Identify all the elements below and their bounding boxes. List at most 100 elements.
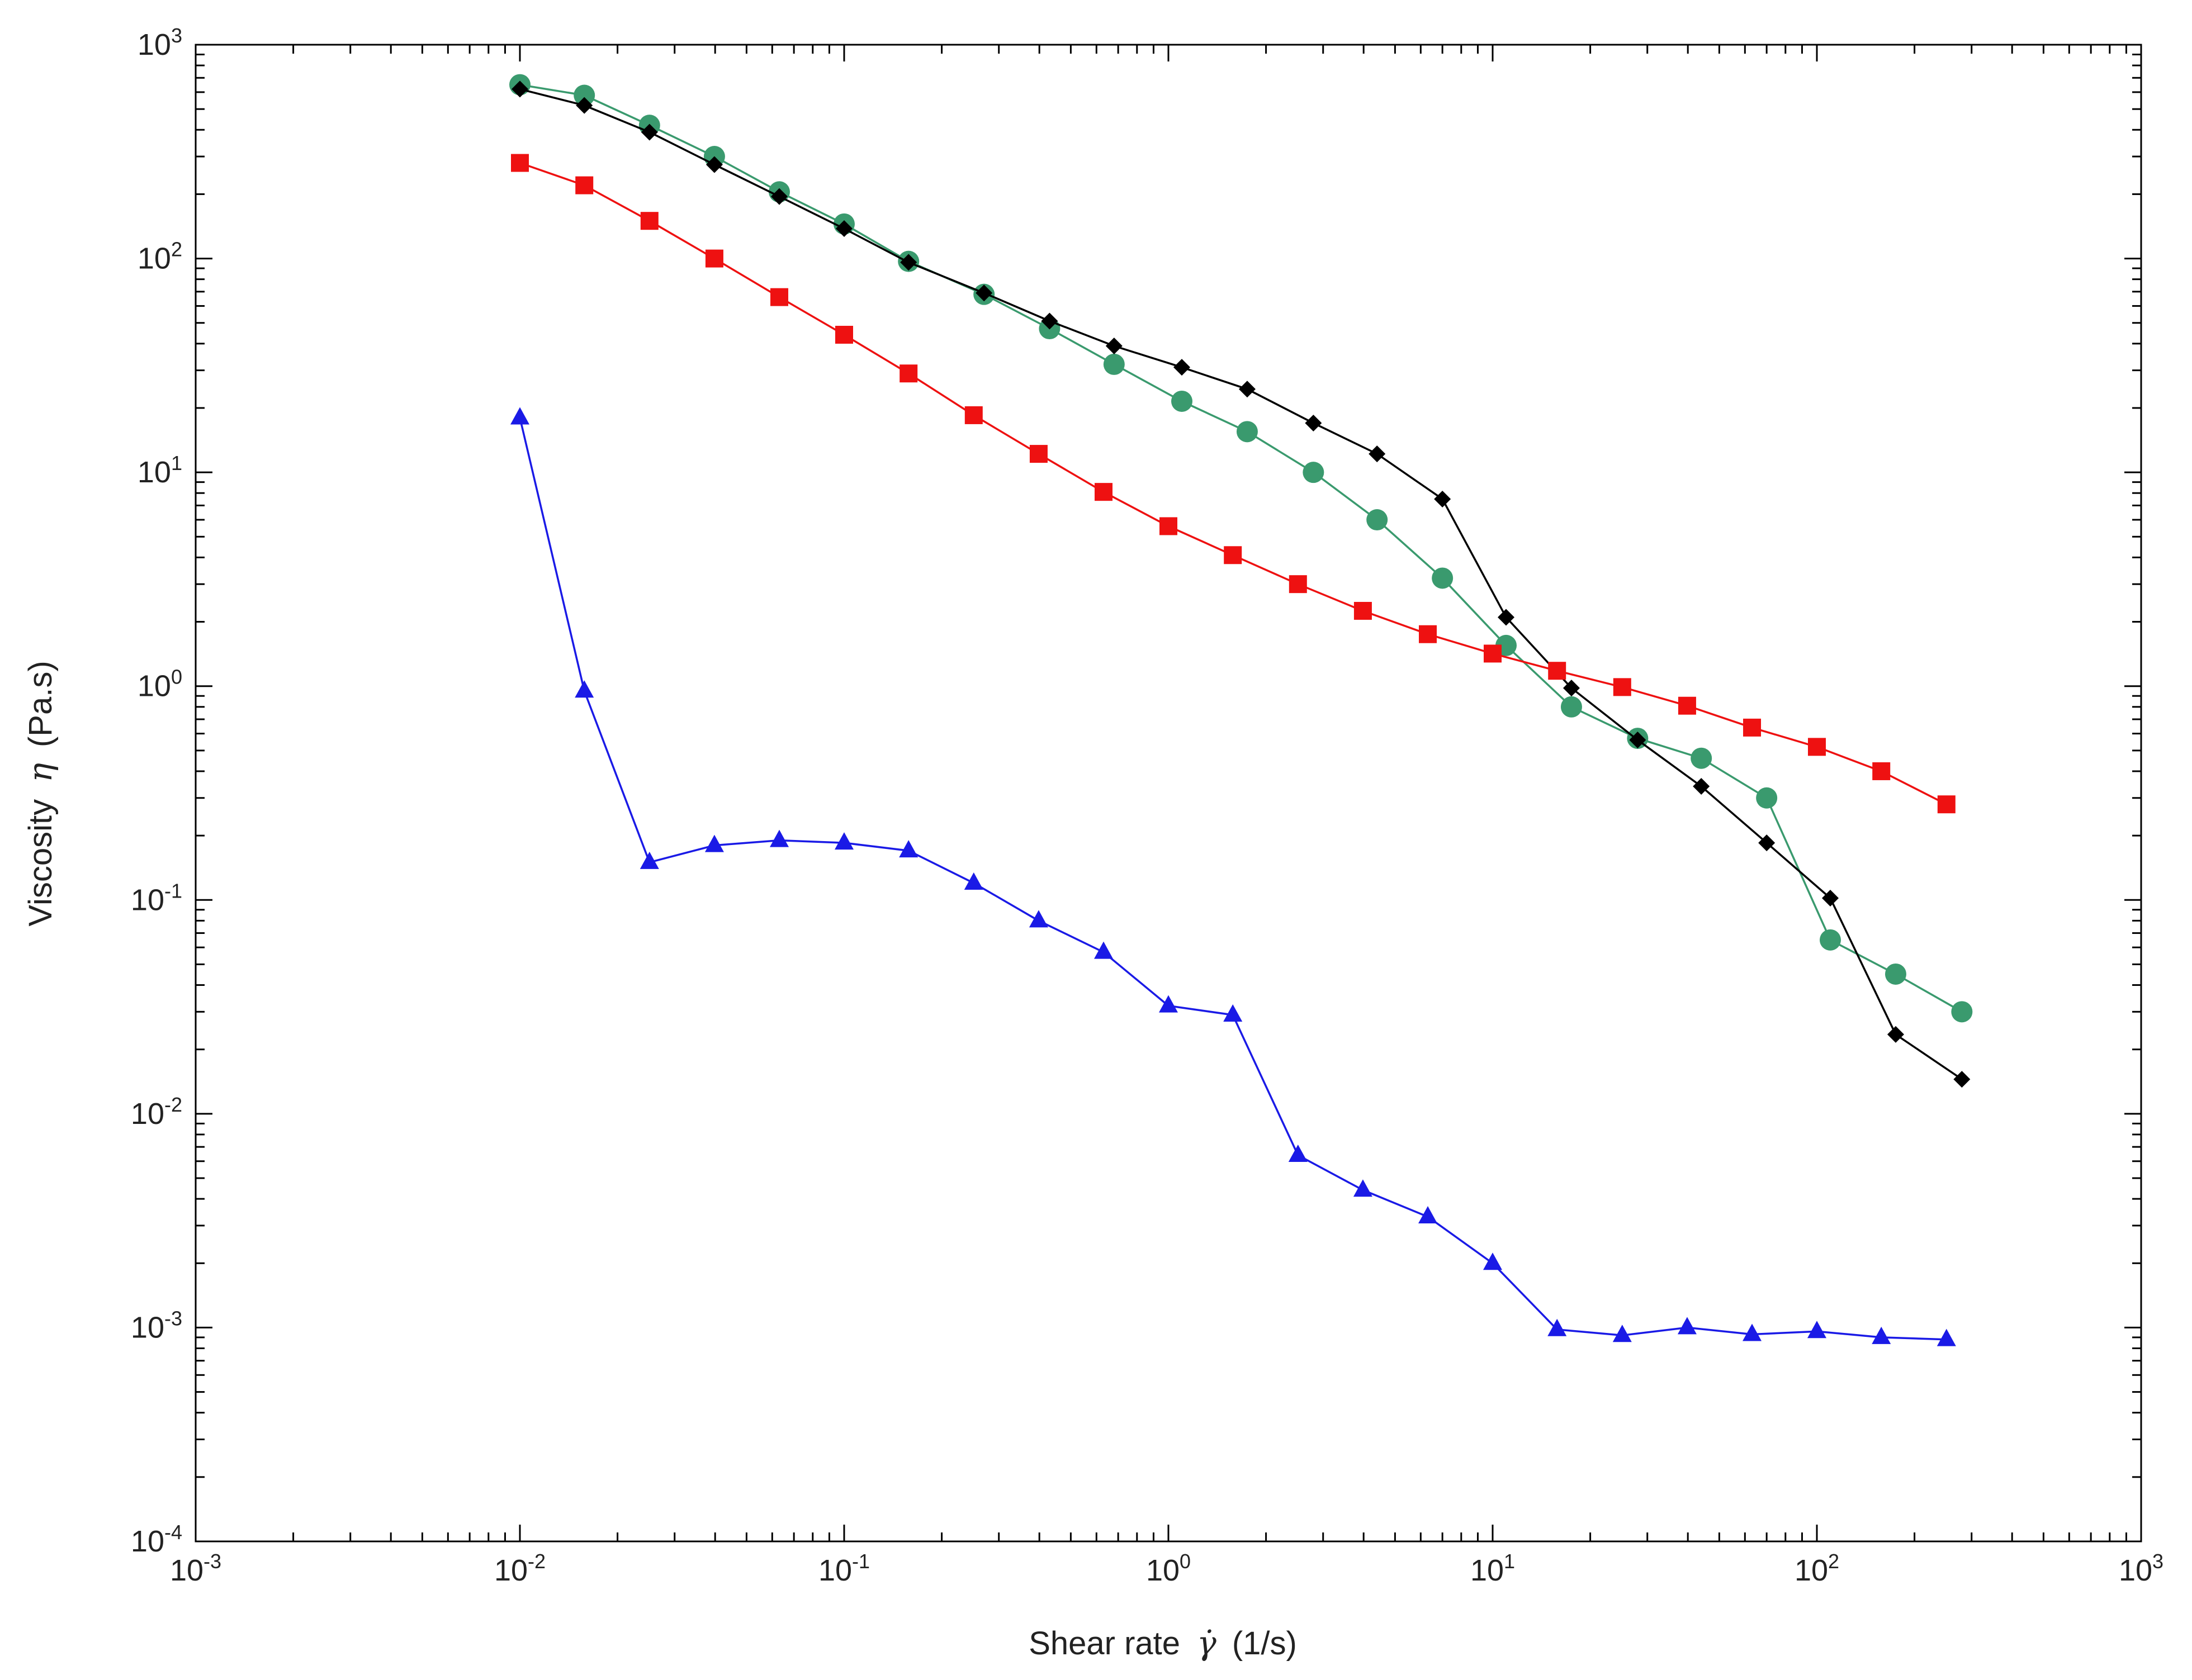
data-point — [1953, 1071, 1971, 1088]
data-point — [1613, 678, 1631, 696]
series-black-diamonds — [512, 80, 1971, 1088]
data-point — [1691, 747, 1712, 769]
x-axis-title: Shear rate γ̇ (1/s) — [1029, 1624, 1297, 1662]
data-point — [706, 156, 723, 173]
data-point — [1937, 795, 1956, 814]
data-point — [976, 284, 993, 302]
data-point — [1563, 680, 1580, 697]
data-point — [1041, 312, 1058, 330]
data-point — [1548, 662, 1566, 680]
x-axis-tick-labels: 10-3 10-2 10-1 100 101 102 103 — [170, 1550, 2163, 1587]
data-point — [510, 407, 529, 425]
data-point — [640, 212, 659, 230]
data-point — [1885, 963, 1906, 985]
data-point — [1353, 1179, 1372, 1197]
data-point — [1105, 338, 1123, 355]
data-point — [1629, 732, 1646, 749]
data-point — [1937, 1328, 1956, 1346]
data-point — [1434, 490, 1451, 507]
data-point — [640, 851, 659, 869]
data-point — [641, 124, 658, 141]
y-tick-label: 103 — [138, 24, 182, 61]
x-tick-label: 103 — [2119, 1550, 2163, 1587]
data-point — [1498, 609, 1515, 626]
data-point — [574, 84, 595, 106]
y-tick-label: 100 — [138, 666, 182, 703]
data-point — [1678, 696, 1696, 715]
y-tick-label: 10-2 — [131, 1093, 182, 1131]
data-point — [1758, 834, 1776, 852]
data-point — [1366, 509, 1388, 531]
data-point — [1612, 1325, 1632, 1342]
data-point — [835, 325, 853, 344]
data-point — [1432, 567, 1454, 589]
data-point — [836, 220, 853, 238]
data-point — [1303, 462, 1324, 483]
data-point — [1029, 445, 1048, 463]
data-point — [1547, 1318, 1567, 1336]
data-point — [964, 406, 983, 424]
data-point — [1887, 1026, 1904, 1043]
data-point — [770, 829, 789, 847]
data-point — [1808, 738, 1826, 756]
data-point — [771, 188, 788, 205]
data-point — [705, 249, 723, 268]
data-point — [1095, 483, 1113, 501]
data-point — [1159, 995, 1178, 1013]
data-point — [899, 840, 919, 858]
data-point — [899, 364, 918, 383]
data-point — [770, 288, 789, 306]
y-tick-label: 10-3 — [131, 1307, 182, 1344]
x-tick-label: 100 — [1146, 1550, 1191, 1587]
x-tick-label: 10-3 — [170, 1550, 221, 1587]
data-point — [1807, 1321, 1826, 1339]
data-point — [1369, 445, 1386, 463]
data-point — [1224, 546, 1242, 564]
data-point — [1103, 353, 1125, 375]
y-tick-label: 102 — [138, 238, 182, 276]
y-axis-title: Viscosity η(Pa.s) — [21, 661, 59, 926]
data-point — [1305, 414, 1322, 431]
data-point — [1822, 889, 1839, 907]
data-point — [1483, 1252, 1502, 1270]
data-point — [1353, 601, 1372, 620]
data-point — [512, 80, 528, 98]
data-point — [835, 832, 854, 850]
series-line — [519, 88, 1963, 1080]
data-point — [900, 254, 917, 271]
data-point — [1418, 1206, 1438, 1224]
data-point — [1743, 1323, 1762, 1341]
data-point — [511, 154, 529, 172]
data-point — [1484, 644, 1502, 663]
data-point — [1223, 1004, 1243, 1022]
data-point — [575, 680, 594, 698]
series-blue-triangles — [510, 407, 1956, 1346]
x-axis-ticks — [195, 45, 2142, 1541]
y-tick-label: 101 — [138, 452, 182, 489]
data-point — [1872, 1326, 1891, 1344]
data-point — [576, 97, 593, 114]
data-point — [1872, 762, 1891, 780]
data-point — [1560, 696, 1582, 718]
series-red-squares — [511, 154, 1956, 814]
data-point — [1029, 910, 1048, 928]
y-tick-label: 10-4 — [131, 1521, 182, 1558]
data-point — [1236, 421, 1258, 443]
data-point — [1951, 1001, 1973, 1023]
x-tick-label: 101 — [1470, 1550, 1515, 1587]
data-point — [1238, 381, 1256, 398]
data-point — [1288, 1145, 1308, 1162]
data-point — [1173, 359, 1191, 376]
data-point — [1419, 625, 1437, 643]
x-tick-label: 10-1 — [818, 1550, 870, 1587]
series-line — [519, 162, 1947, 805]
data-point — [1743, 718, 1762, 737]
y-tick-label: 10-1 — [131, 879, 182, 917]
x-tick-label: 102 — [1795, 1550, 1839, 1587]
data-point — [1677, 1317, 1697, 1335]
data-point — [1820, 929, 1841, 951]
x-tick-label: 10-2 — [494, 1550, 546, 1587]
data-point — [1693, 777, 1710, 795]
y-axis-ticks — [196, 44, 2141, 1543]
plot-frame — [195, 44, 2142, 1543]
